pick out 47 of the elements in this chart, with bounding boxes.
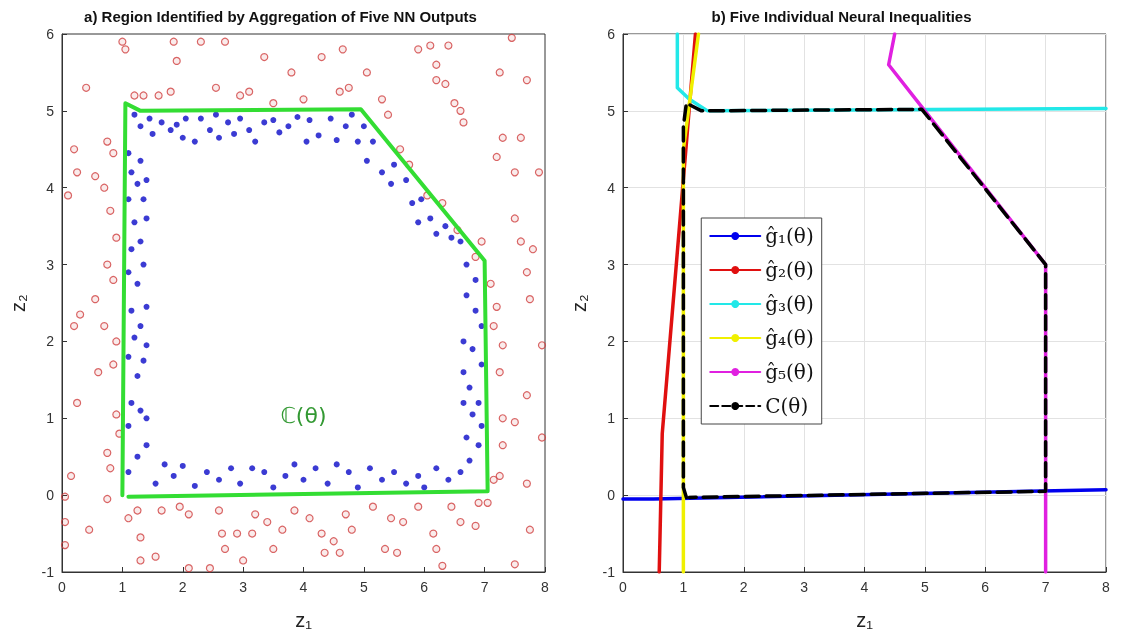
y-tick-label: 1 xyxy=(607,410,616,427)
y-tick-label: 5 xyxy=(607,102,616,119)
x-tick-label: 5 xyxy=(920,579,929,595)
y-tick-label: -1 xyxy=(41,564,55,580)
x-tick-label: 1 xyxy=(679,579,688,595)
y-tick-label: -1 xyxy=(602,564,616,580)
y-tick-label: 2 xyxy=(607,333,616,350)
chart-title: a) Region Identified by Aggregation of Five NN Outputs xyxy=(84,8,477,25)
x-tick-label: 8 xyxy=(1102,579,1111,595)
x-tick-label: 5 xyxy=(359,579,368,595)
y-tick-label: 4 xyxy=(46,179,55,196)
x-tick-label: 3 xyxy=(800,579,809,595)
y-tick-label: 5 xyxy=(46,102,55,119)
y-tick-label: 0 xyxy=(46,487,55,504)
y-tick-label: 3 xyxy=(607,256,616,273)
x-tick-label: 8 xyxy=(541,579,550,595)
x-tick-label: 2 xyxy=(178,579,187,595)
x-tick-label: 3 xyxy=(239,579,248,595)
x-tick-label: 2 xyxy=(739,579,748,595)
x-tick-label: 4 xyxy=(299,579,308,595)
y-tick-label: 2 xyxy=(46,333,55,350)
x-tick-label: 6 xyxy=(420,579,429,595)
legend-label: ĝ₂(θ) xyxy=(765,258,814,282)
legend-label: ĝ₃(θ) xyxy=(765,292,814,316)
y-axis-title: z₂ xyxy=(7,294,29,312)
legend-label: ĝ₅(θ) xyxy=(765,360,814,384)
x-tick-label: 0 xyxy=(58,579,67,595)
y-tick-label: 6 xyxy=(46,26,55,42)
legend-label: C(θ) xyxy=(765,394,809,418)
x-tick-label: 0 xyxy=(619,579,628,595)
x-tick-label: 1 xyxy=(118,579,127,595)
x-tick-label: 6 xyxy=(981,579,990,595)
y-axis-title: z₂ xyxy=(568,294,590,312)
y-tick-label: 1 xyxy=(46,410,55,427)
legend-label: ĝ₄(θ) xyxy=(765,326,814,350)
x-axis-title: z₁ xyxy=(295,609,313,631)
x-tick-label: 7 xyxy=(1041,579,1050,595)
y-tick-label: 4 xyxy=(607,179,616,196)
legend-label: ĝ₁(θ) xyxy=(765,224,814,248)
y-tick-label: 6 xyxy=(607,26,616,42)
y-tick-label: 3 xyxy=(46,256,55,273)
y-tick-label: 0 xyxy=(607,487,616,504)
annotation: ℂ(θ) xyxy=(280,402,327,428)
x-tick-label: 7 xyxy=(480,579,489,595)
x-tick-label: 4 xyxy=(860,579,869,595)
chart-title: b) Five Individual Neural Inequalities xyxy=(711,8,972,25)
x-axis-title: z₁ xyxy=(856,609,874,631)
